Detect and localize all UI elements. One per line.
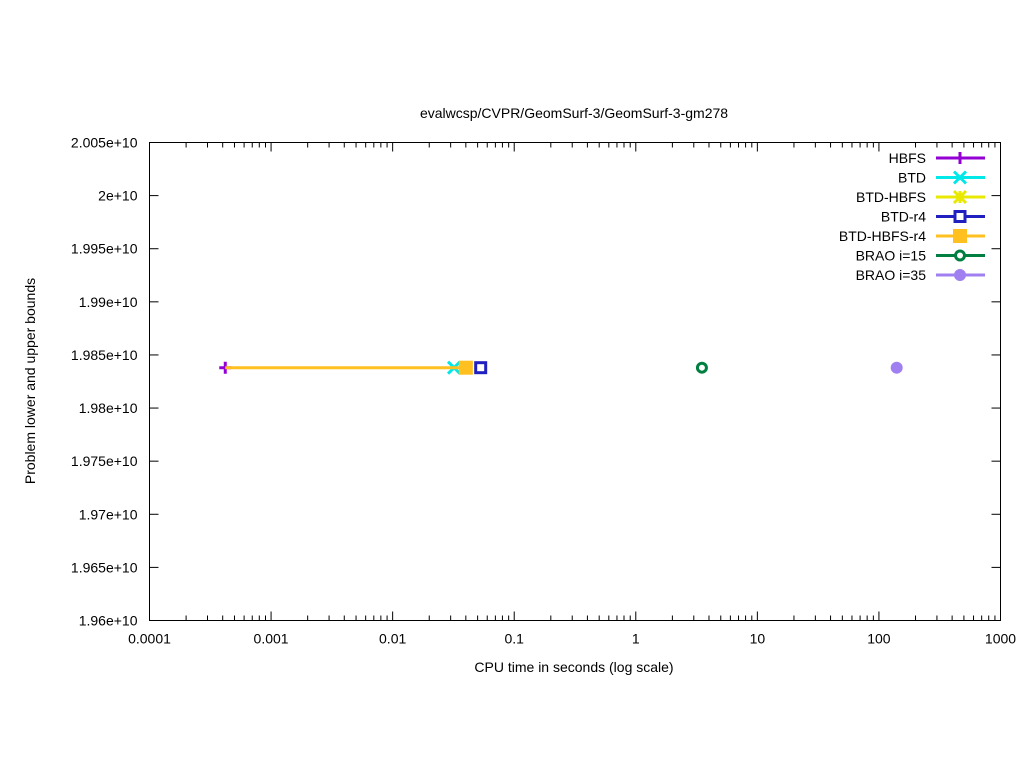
filled-circle-marker xyxy=(890,361,903,374)
legend-entry: HBFS xyxy=(889,150,985,166)
x-tick-label: 1000 xyxy=(985,631,1016,647)
star-marker xyxy=(952,189,968,205)
y-tick-label: 2.005e+10 xyxy=(71,135,138,151)
legend-label: BRAO i=15 xyxy=(856,248,927,264)
y-tick-label: 1.96e+10 xyxy=(79,613,138,629)
plus-marker xyxy=(954,152,966,164)
open-square-marker xyxy=(474,361,488,375)
chart-title: evalwcsp/CVPR/GeomSurf-3/GeomSurf-3-gm27… xyxy=(420,105,728,121)
series-brao-i-35 xyxy=(890,361,903,374)
legend-label: BTD-HBFS-r4 xyxy=(839,228,926,244)
y-tick-label: 2e+10 xyxy=(98,188,138,204)
series-brao-i-15 xyxy=(695,361,708,374)
legend-label: HBFS xyxy=(889,150,926,166)
x-axis-label: CPU time in seconds (log scale) xyxy=(474,659,673,675)
legend-entry: BTD xyxy=(898,170,985,186)
legend-entry: BTD-HBFS xyxy=(856,189,985,205)
legend-label: BRAO i=35 xyxy=(856,267,927,283)
series-btd-hbfs-r4 xyxy=(225,360,473,375)
cross-marker xyxy=(952,170,968,185)
legend-entry: BTD-HBFS-r4 xyxy=(839,228,985,244)
open-circle-marker xyxy=(695,361,708,374)
open-square-marker xyxy=(953,210,967,223)
open-circle-marker xyxy=(954,249,966,262)
y-tick-label: 1.99e+10 xyxy=(79,294,138,310)
filled-square-marker xyxy=(953,229,967,243)
series-btd-r4 xyxy=(474,361,488,375)
x-tick-label: 1 xyxy=(632,631,640,647)
y-tick-label: 1.98e+10 xyxy=(79,400,138,416)
y-tick-label: 1.975e+10 xyxy=(71,453,138,469)
legend-entry: BTD-r4 xyxy=(881,209,985,225)
y-tick-label: 1.965e+10 xyxy=(71,559,138,575)
legend-entry: BRAO i=15 xyxy=(856,248,985,264)
x-tick-label: 100 xyxy=(867,631,891,647)
x-tick-label: 0.01 xyxy=(379,631,406,647)
legend-label: BTD-r4 xyxy=(881,209,926,225)
y-tick-label: 1.97e+10 xyxy=(79,506,138,522)
x-tick-label: 0.0001 xyxy=(128,631,171,647)
y-tick-label: 1.985e+10 xyxy=(71,347,138,363)
legend-label: BTD-HBFS xyxy=(856,189,926,205)
filled-square-marker xyxy=(458,360,473,375)
x-tick-label: 10 xyxy=(750,631,766,647)
y-axis-label: Problem lower and upper bounds xyxy=(22,278,38,484)
y-tick-label: 1.995e+10 xyxy=(71,241,138,257)
plot-frame xyxy=(149,142,1001,621)
x-tick-label: 0.1 xyxy=(504,631,524,647)
filled-circle-marker xyxy=(954,269,966,281)
x-tick-label: 0.001 xyxy=(254,631,289,647)
legend-entry: BRAO i=35 xyxy=(856,267,985,283)
legend-label: BTD xyxy=(898,170,926,186)
